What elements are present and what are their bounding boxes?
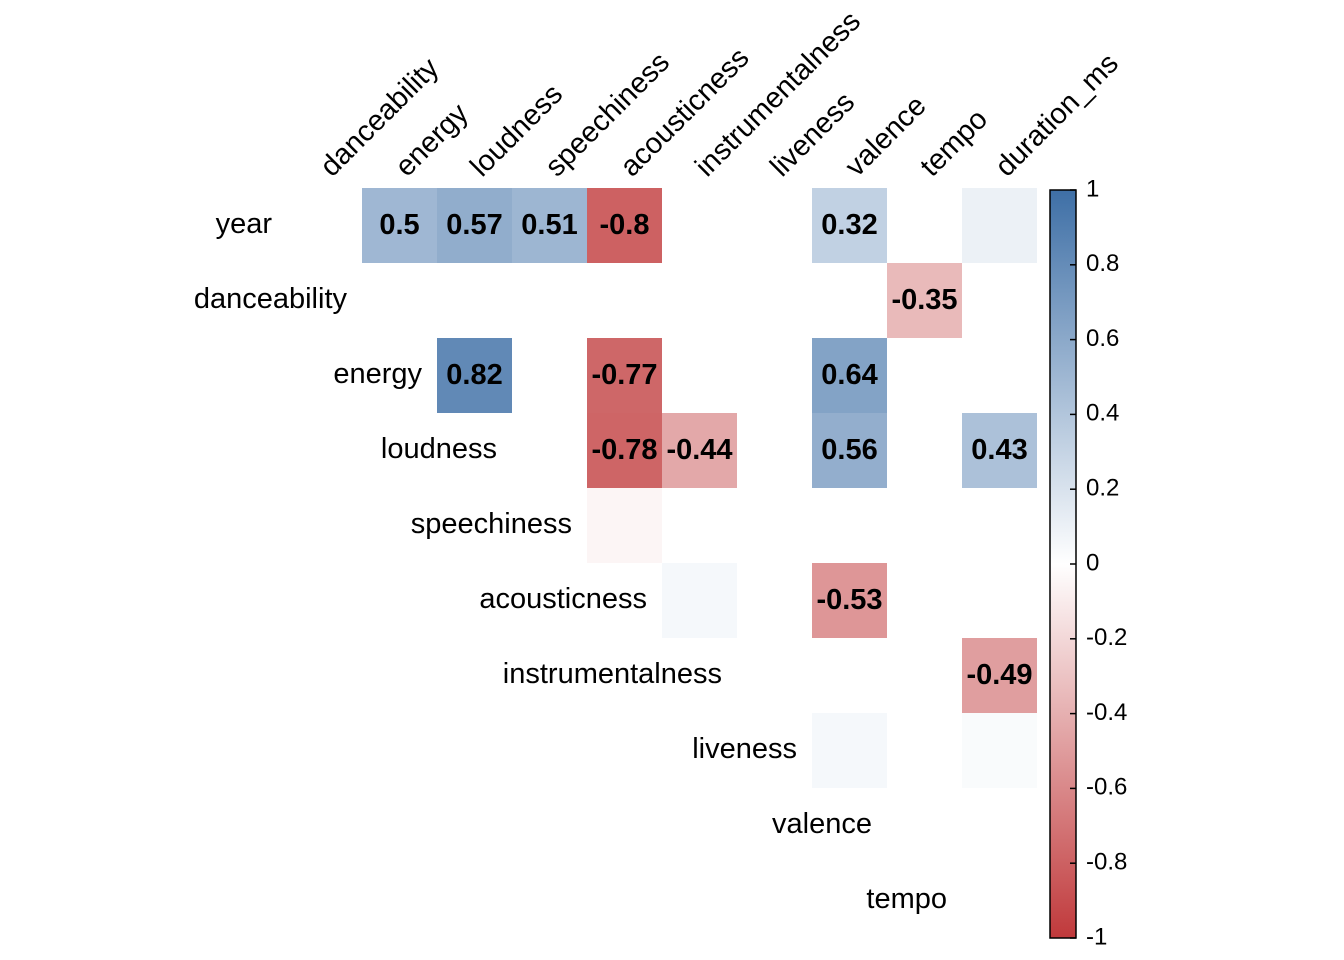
colorbar-tick-label: 0.4 xyxy=(1086,400,1119,427)
cell-value-label: 0.64 xyxy=(821,359,877,391)
colorbar-tick-label: -0.2 xyxy=(1086,624,1127,651)
heatmap-cell xyxy=(662,563,737,638)
colorbar-tick-label: 0.2 xyxy=(1086,475,1119,502)
heatmap-cell xyxy=(512,263,587,338)
column-labels: danceabilityenergyloudnessspeechinessaco… xyxy=(314,5,1124,183)
heatmap-cell xyxy=(737,638,812,713)
row-label: instrumentalness xyxy=(503,658,722,690)
heatmap-cell xyxy=(962,713,1037,788)
heatmap-cell xyxy=(812,488,887,563)
cell-value-label: -0.35 xyxy=(891,284,957,316)
cell-value-label: -0.8 xyxy=(600,209,650,241)
heatmap-cell xyxy=(362,188,437,263)
heatmap-cell xyxy=(737,413,812,488)
row-label: energy xyxy=(333,358,422,390)
heatmap-cell xyxy=(437,338,512,413)
cell-value-label: -0.77 xyxy=(591,359,657,391)
heatmap-cell xyxy=(587,263,662,338)
cell-value-label: 0.43 xyxy=(971,434,1027,466)
heatmap-cell xyxy=(737,263,812,338)
colorbar-tick-label: 0 xyxy=(1086,549,1099,576)
heatmap-cell xyxy=(287,188,362,263)
cell-value-label: -0.49 xyxy=(966,659,1032,691)
heatmap-cell xyxy=(737,338,812,413)
heatmap-cell xyxy=(812,563,887,638)
column-label: duration_ms xyxy=(989,47,1124,182)
heatmap-cell xyxy=(437,263,512,338)
heatmap-cell xyxy=(962,638,1037,713)
row-labels: year danceability energy loudness speechines… xyxy=(194,208,947,915)
row-label: liveness xyxy=(692,733,797,765)
heatmap-cell xyxy=(887,188,962,263)
heatmap-cell xyxy=(962,788,1037,863)
heatmap-cell xyxy=(662,488,737,563)
heatmap-cell xyxy=(587,188,662,263)
row-label: danceability xyxy=(194,283,348,315)
row-label: speechiness xyxy=(411,508,572,540)
heatmap-cell xyxy=(587,338,662,413)
heatmap-cell xyxy=(887,488,962,563)
cell-value-label: 0.32 xyxy=(821,209,877,241)
colorbar-tick-label: -0.6 xyxy=(1086,774,1127,801)
row-label: tempo xyxy=(866,883,947,915)
heatmap-cell xyxy=(887,713,962,788)
heatmap-cell xyxy=(962,488,1037,563)
heatmap-cell xyxy=(887,788,962,863)
colorbar-tick-label: -1 xyxy=(1086,923,1107,950)
heatmap-cell xyxy=(887,338,962,413)
row-label: valence xyxy=(772,808,872,840)
heatmap-cell xyxy=(587,488,662,563)
heatmap-cell xyxy=(512,338,587,413)
cell-value-label: -0.44 xyxy=(666,434,732,466)
heatmap-cell xyxy=(812,188,887,263)
heatmap-cell xyxy=(737,563,812,638)
heatmap-cells: 0.5 0.57 0.51 -0.8 0.32 -0.35 0.82 -0.77 0.64 -0.… xyxy=(287,188,1037,938)
row-label: loudness xyxy=(381,433,497,465)
heatmap-cell xyxy=(512,413,587,488)
colorbar-tick-label: 0.8 xyxy=(1086,250,1119,277)
cell-value-label: 0.51 xyxy=(521,209,577,241)
heatmap-cell xyxy=(662,413,737,488)
colorbar-tick-label: 1 xyxy=(1086,175,1099,202)
heatmap-cell xyxy=(812,413,887,488)
heatmap-cell xyxy=(437,188,512,263)
heatmap-cell xyxy=(962,338,1037,413)
heatmap-cell xyxy=(887,413,962,488)
heatmap-cell xyxy=(662,338,737,413)
heatmap-cell xyxy=(737,188,812,263)
heatmap-cell xyxy=(812,713,887,788)
heatmap-cell xyxy=(737,488,812,563)
cell-value-label: 0.57 xyxy=(446,209,502,241)
heatmap-cell xyxy=(962,263,1037,338)
heatmap-cell xyxy=(962,188,1037,263)
heatmap-cell xyxy=(962,863,1037,938)
row-label: acousticness xyxy=(479,583,647,615)
heatmap-cell xyxy=(362,263,437,338)
heatmap-cell xyxy=(962,413,1037,488)
cell-value-label: 0.82 xyxy=(446,359,502,391)
heatmap-cell xyxy=(812,263,887,338)
heatmap-cell xyxy=(512,188,587,263)
heatmap-cell xyxy=(962,563,1037,638)
colorbar-tick-label: -0.4 xyxy=(1086,699,1127,726)
heatmap-cell xyxy=(887,638,962,713)
color-legend: 1 0.8 0.6 0.4 0.2 0 -0.2 -0.4 -0.6 -0.8 -1 xyxy=(1049,175,1127,950)
cell-value-label: 0.5 xyxy=(379,209,419,241)
heatmap-cell xyxy=(887,263,962,338)
heatmap-cell xyxy=(662,188,737,263)
colorbar-tick-label: 0.6 xyxy=(1086,325,1119,352)
heatmap-cell xyxy=(812,638,887,713)
heatmap-cell xyxy=(662,263,737,338)
cell-value-label: -0.53 xyxy=(816,584,882,616)
row-label: year xyxy=(216,208,273,240)
heatmap-cell xyxy=(587,413,662,488)
colorbar-tick-label: -0.8 xyxy=(1086,849,1127,876)
heatmap-cell xyxy=(887,563,962,638)
heatmap-cell xyxy=(812,338,887,413)
cell-value-label: 0.56 xyxy=(821,434,877,466)
cell-value-label: -0.78 xyxy=(591,434,657,466)
